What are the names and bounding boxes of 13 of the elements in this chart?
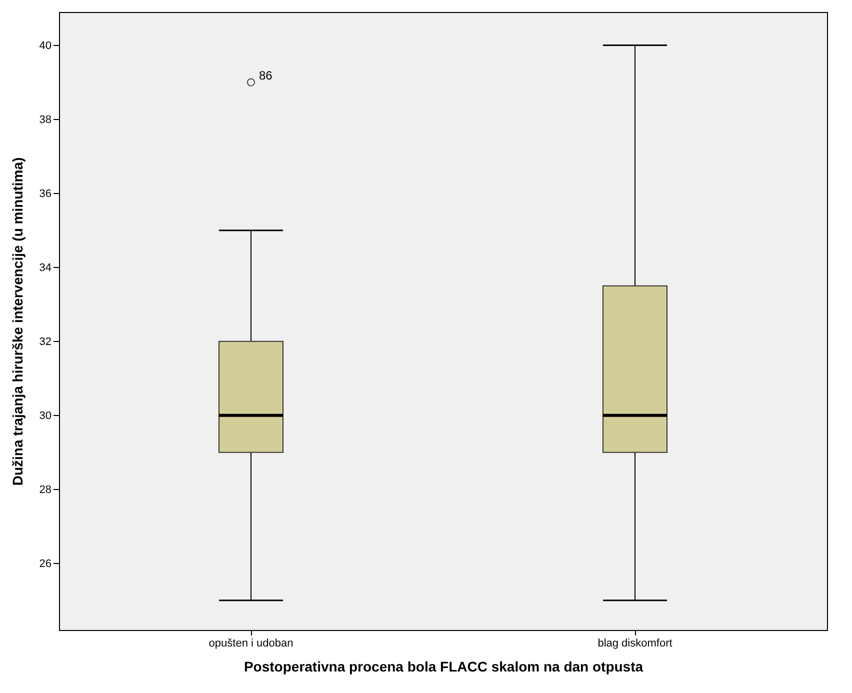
y-tick-label: 26	[39, 558, 52, 570]
y-axis-title: Dužina trajanja hirurške intervencije (u minutima)	[9, 157, 26, 486]
y-tick-label: 36	[39, 188, 52, 200]
x-tick-label: opušten i udoban	[208, 638, 294, 650]
annotation: 86	[259, 68, 273, 82]
y-tick-label: 28	[39, 484, 52, 496]
x-axis-title: Postoperativna procena bola FLACC skalom na dan otpusta	[244, 658, 644, 674]
y-tick-label: 38	[39, 114, 52, 126]
y-tick-label: 32	[39, 336, 52, 348]
y-tick-label: 34	[39, 262, 52, 274]
y-tick-label: 40	[39, 40, 52, 52]
x-tick-label: blag diskomfort	[598, 638, 672, 650]
y-tick-label: 30	[39, 410, 52, 422]
